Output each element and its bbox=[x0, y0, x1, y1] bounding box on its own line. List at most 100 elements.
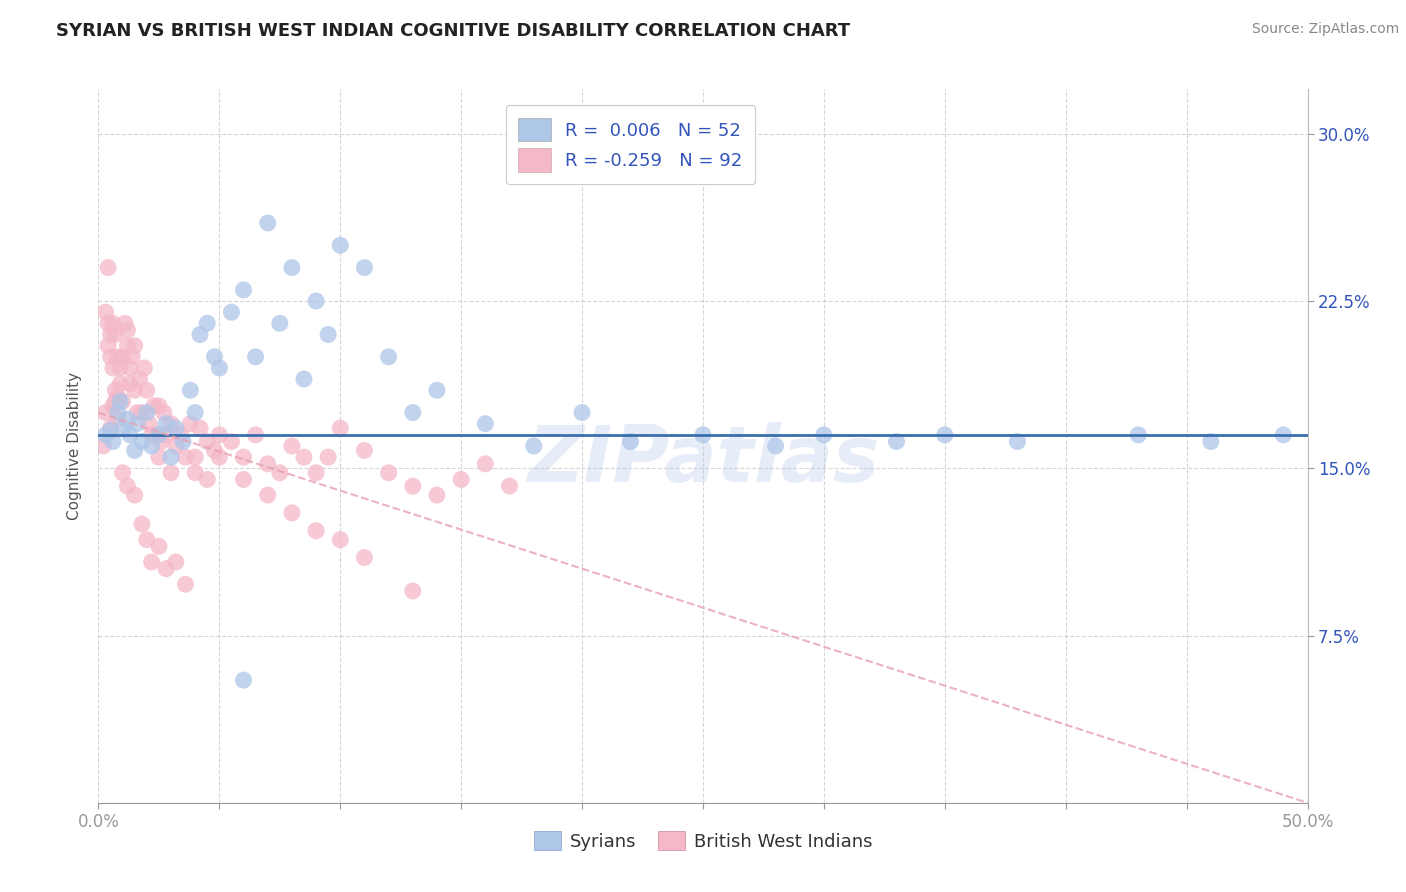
Point bbox=[204, 443, 226, 458]
Point bbox=[281, 506, 304, 520]
Point bbox=[100, 423, 122, 437]
Point bbox=[281, 439, 304, 453]
Point bbox=[269, 466, 291, 480]
Point bbox=[97, 338, 120, 352]
Point bbox=[165, 555, 187, 569]
Point bbox=[160, 450, 183, 464]
Point bbox=[141, 427, 163, 442]
Point bbox=[498, 479, 520, 493]
Point bbox=[141, 555, 163, 569]
Point bbox=[765, 439, 787, 453]
Point bbox=[184, 450, 207, 464]
Text: SYRIAN VS BRITISH WEST INDIAN COGNITIVE DISABILITY CORRELATION CHART: SYRIAN VS BRITISH WEST INDIAN COGNITIVE … bbox=[56, 22, 851, 40]
Point bbox=[155, 417, 177, 431]
Point bbox=[108, 376, 131, 391]
Point bbox=[934, 427, 956, 442]
Point bbox=[402, 583, 425, 598]
Text: Source: ZipAtlas.com: Source: ZipAtlas.com bbox=[1251, 22, 1399, 37]
Point bbox=[316, 450, 339, 464]
Point bbox=[127, 417, 149, 431]
Point bbox=[155, 427, 177, 442]
Point bbox=[232, 450, 254, 464]
Point bbox=[127, 405, 149, 419]
Point bbox=[107, 390, 129, 404]
Point bbox=[94, 427, 117, 442]
Point bbox=[474, 417, 496, 431]
Point bbox=[1199, 434, 1222, 449]
Point bbox=[353, 260, 375, 275]
Point bbox=[97, 260, 120, 275]
Point bbox=[135, 384, 157, 398]
Point bbox=[179, 384, 201, 398]
Point bbox=[91, 439, 114, 453]
Point bbox=[101, 434, 124, 449]
Point bbox=[329, 238, 352, 252]
Point bbox=[148, 427, 170, 442]
Point bbox=[886, 434, 908, 449]
Point bbox=[256, 457, 278, 471]
Point bbox=[1128, 427, 1150, 442]
Point bbox=[353, 443, 375, 458]
Point bbox=[377, 350, 399, 364]
Point bbox=[1007, 434, 1029, 449]
Point bbox=[221, 434, 243, 449]
Point bbox=[117, 479, 139, 493]
Point bbox=[256, 216, 278, 230]
Point bbox=[232, 283, 254, 297]
Point bbox=[208, 450, 231, 464]
Point bbox=[402, 405, 425, 419]
Point bbox=[107, 405, 129, 419]
Point bbox=[104, 327, 127, 342]
Point bbox=[174, 450, 197, 464]
Point bbox=[813, 427, 835, 442]
Point bbox=[150, 434, 173, 449]
Point bbox=[111, 394, 134, 409]
Point bbox=[305, 466, 328, 480]
Point bbox=[204, 350, 226, 364]
Point bbox=[121, 350, 143, 364]
Point bbox=[111, 421, 134, 435]
Point bbox=[155, 562, 177, 576]
Point bbox=[134, 360, 156, 375]
Text: ZIPatlas: ZIPatlas bbox=[527, 422, 879, 499]
Point bbox=[195, 316, 218, 330]
Point bbox=[117, 338, 139, 352]
Point bbox=[108, 394, 131, 409]
Point bbox=[101, 399, 124, 413]
Point bbox=[305, 524, 328, 538]
Point bbox=[97, 316, 120, 330]
Point bbox=[131, 516, 153, 531]
Point bbox=[208, 427, 231, 442]
Point bbox=[172, 434, 194, 449]
Point bbox=[195, 473, 218, 487]
Point bbox=[329, 533, 352, 547]
Point bbox=[141, 439, 163, 453]
Point bbox=[571, 405, 593, 419]
Point bbox=[124, 443, 146, 458]
Point bbox=[329, 421, 352, 435]
Point bbox=[107, 350, 129, 364]
Point bbox=[160, 417, 183, 431]
Point bbox=[104, 384, 127, 398]
Point bbox=[377, 466, 399, 480]
Point bbox=[124, 384, 146, 398]
Point bbox=[165, 439, 187, 453]
Point bbox=[619, 434, 641, 449]
Point bbox=[138, 417, 160, 431]
Point bbox=[108, 360, 131, 375]
Point bbox=[148, 450, 170, 464]
Point bbox=[152, 405, 174, 419]
Point bbox=[1272, 427, 1295, 442]
Point bbox=[101, 360, 124, 375]
Point bbox=[100, 350, 122, 364]
Point bbox=[245, 350, 267, 364]
Point bbox=[111, 466, 134, 480]
Point bbox=[169, 427, 191, 442]
Point bbox=[124, 338, 146, 352]
Point bbox=[221, 305, 243, 319]
Point bbox=[269, 316, 291, 330]
Point bbox=[165, 421, 187, 435]
Point bbox=[145, 427, 167, 442]
Point bbox=[100, 421, 122, 435]
Point bbox=[245, 427, 267, 442]
